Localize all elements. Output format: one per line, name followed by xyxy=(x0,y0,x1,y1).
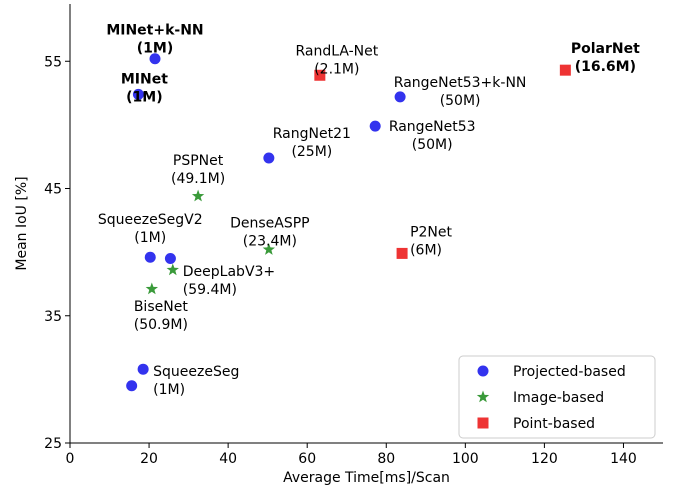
point-label: SqueezeSegV2 xyxy=(98,212,203,228)
x-tick-label: 0 xyxy=(66,451,75,467)
data-point xyxy=(137,363,149,375)
data-point xyxy=(394,91,406,103)
x-tick-label: 80 xyxy=(377,451,395,467)
point-label: RangNet21 xyxy=(273,126,351,142)
data-point xyxy=(166,263,179,276)
point-label: (1M) xyxy=(137,41,173,57)
point-label: (1M) xyxy=(153,382,185,398)
data-point xyxy=(396,247,408,259)
point-annotations: MINet+k-NN (1M) MINet (1M) RangeNet53+k-NN (5… xyxy=(98,23,640,398)
data-point xyxy=(126,380,138,392)
point-label: DenseASPP xyxy=(230,216,310,232)
point-label: (49.1M) xyxy=(171,171,225,187)
point-label: (50.9M) xyxy=(134,317,188,333)
legend-label: Point-based xyxy=(513,416,595,432)
data-point xyxy=(144,251,156,263)
y-tick-label: 45 xyxy=(44,182,62,198)
legend-marker xyxy=(476,390,490,403)
point-label: (16.6M) xyxy=(575,59,636,75)
data-point xyxy=(145,282,159,295)
legend-box xyxy=(458,355,656,439)
data-point xyxy=(164,252,176,264)
legend-label: Projected-based xyxy=(513,364,626,380)
x-tick-label: 40 xyxy=(219,451,237,467)
legend-marker xyxy=(477,365,489,377)
data-point xyxy=(149,53,161,65)
point-label: RangeNet53+k-NN xyxy=(394,75,527,91)
x-tick-label: 20 xyxy=(140,451,158,467)
point-label: MINet xyxy=(121,71,168,87)
point-label: PSPNet xyxy=(173,153,224,169)
x-tick-label: 120 xyxy=(531,451,558,467)
legend-marker xyxy=(477,417,489,429)
x-tick-label: 140 xyxy=(610,451,637,467)
data-point xyxy=(314,69,326,81)
y-tick-label: 35 xyxy=(44,309,62,325)
x-tick-label: 60 xyxy=(298,451,316,467)
point-label: P2Net xyxy=(410,224,452,240)
axes: 0 20 40 60 80 100 120 140 25 35 45 55 Average Time[m… xyxy=(14,4,663,486)
point-label: (50M) xyxy=(440,93,481,109)
point-label: BiseNet xyxy=(134,299,188,315)
legend: Projected-based Image-based Point-based xyxy=(458,355,656,439)
point-label: PolarNet xyxy=(571,41,640,57)
data-point xyxy=(262,243,276,255)
point-label: (2.1M) xyxy=(314,61,359,77)
point-label: RangeNet53 xyxy=(389,119,476,135)
point-label: (1M) xyxy=(126,89,162,105)
data-point xyxy=(559,64,571,76)
x-tick-label: 100 xyxy=(452,451,479,467)
x-axis-label: Average Time[ms]/Scan xyxy=(283,470,450,486)
data-point xyxy=(132,88,144,100)
point-label: DeepLabV3+ xyxy=(183,264,275,280)
legend-label: Image-based xyxy=(513,390,604,406)
point-label: (1M) xyxy=(134,230,166,246)
point-label: (23.4M) xyxy=(243,234,297,250)
point-label: (50M) xyxy=(412,137,453,153)
y-tick-label: 25 xyxy=(44,436,62,452)
y-axis-label: Mean IoU [%] xyxy=(14,176,30,270)
point-label: MINet+k-NN xyxy=(106,23,203,39)
point-label: RandLA-Net xyxy=(295,43,378,59)
y-tick-label: 55 xyxy=(44,54,62,70)
data-point xyxy=(369,120,381,132)
point-label: (6M) xyxy=(410,242,442,258)
point-label: (59.4M) xyxy=(183,282,237,298)
point-label: (25M) xyxy=(291,144,332,160)
data-point xyxy=(191,189,205,202)
plot-area xyxy=(126,53,571,392)
data-point xyxy=(263,152,275,164)
point-label: SqueezeSeg xyxy=(153,364,239,380)
